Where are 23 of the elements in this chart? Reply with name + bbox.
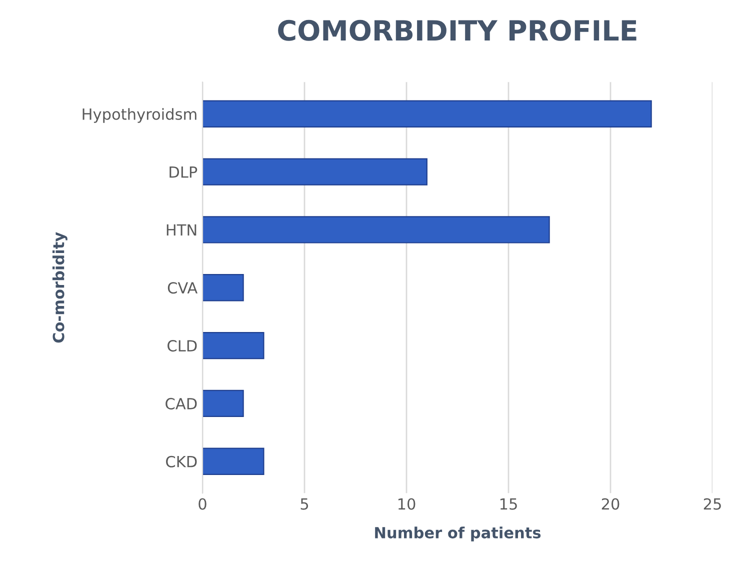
y-tick-label: HTN: [166, 224, 196, 236]
x-tick-label: 15: [500, 498, 517, 510]
x-tick-label: 5: [300, 498, 308, 510]
y-tick-label: CKD: [166, 456, 197, 468]
y-tick-label: Hypothyroidsm: [82, 108, 196, 123]
bar: [202, 216, 550, 244]
y-axis-title: Co-morbidity: [52, 232, 68, 343]
x-tick-label: 25: [704, 498, 721, 510]
chart-title: COMORBIDITY PROFILE: [278, 20, 636, 41]
bar: [202, 448, 264, 475]
bar: [202, 100, 652, 128]
y-tick-label: CLD: [168, 340, 197, 352]
x-tick-label: 20: [602, 498, 620, 510]
x-axis-title: Number of patients: [375, 526, 541, 542]
bar: [202, 332, 264, 360]
x-tick-label: 0: [198, 498, 206, 510]
bar: [202, 390, 244, 418]
y-tick-label: CVA: [168, 282, 198, 294]
bar: [202, 274, 244, 302]
bar: [202, 158, 428, 186]
y-tick-label: CAD: [166, 398, 197, 410]
x-tick-label: 10: [398, 498, 416, 510]
y-tick-label: DLP: [170, 166, 198, 178]
